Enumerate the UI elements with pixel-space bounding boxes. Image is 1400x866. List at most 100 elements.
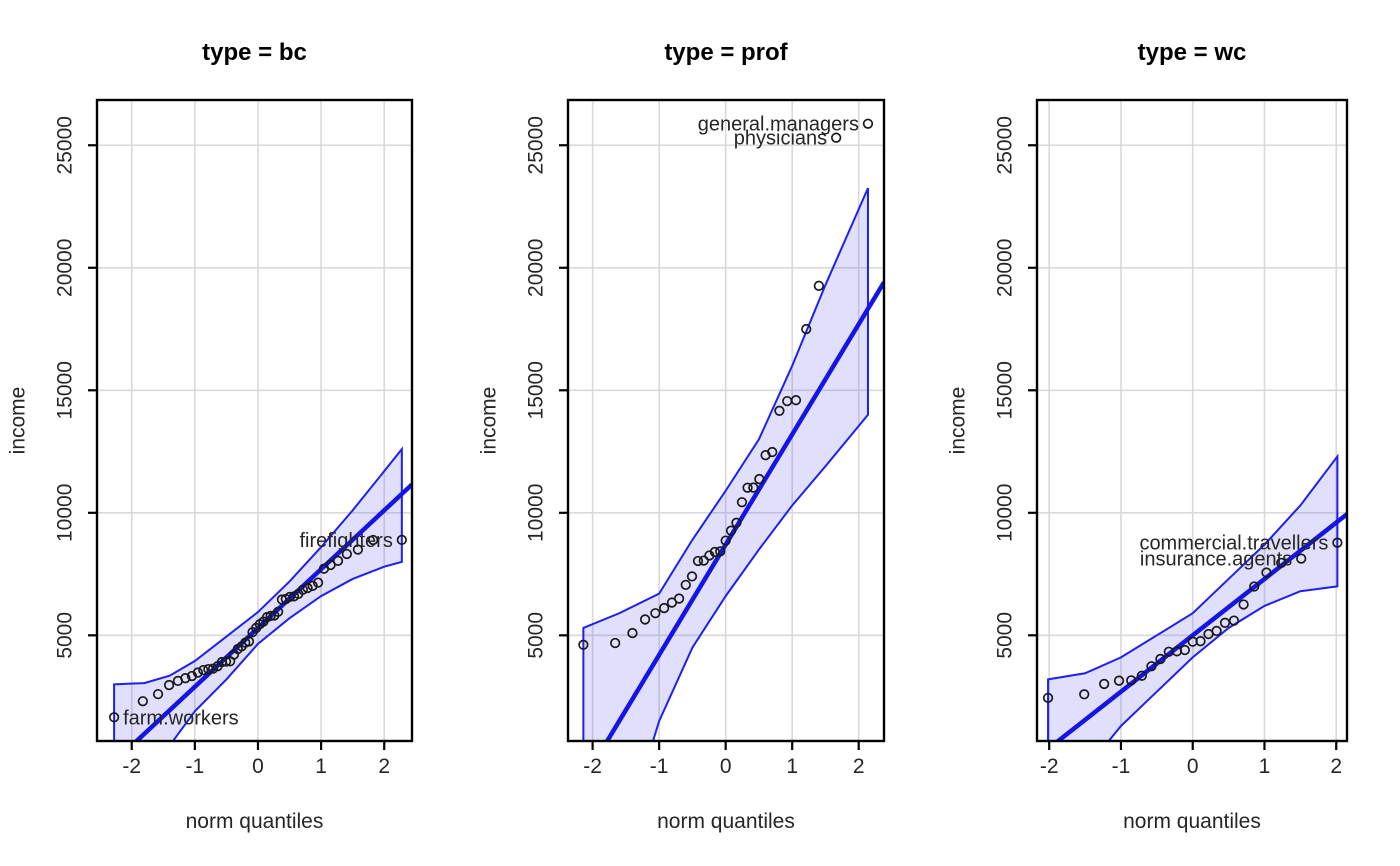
fit-line [1054,512,1347,741]
tick-label: 2 [1330,755,1342,778]
data-point [332,555,344,566]
data-point [1249,581,1260,592]
tick-label: -1 [1112,755,1131,778]
data-point [272,606,284,617]
tick-label: 2 [378,755,390,778]
data-point [220,656,232,667]
data-point [307,580,318,591]
data-point [1146,661,1157,672]
data-point [367,534,379,546]
data-point [1042,692,1054,704]
data-point [709,546,721,558]
confidence-band [582,187,869,741]
tick-label: 25000 [524,116,547,174]
data-point [801,323,812,335]
data-point [1099,678,1110,690]
data-point [1261,567,1272,578]
data-point [767,446,778,458]
data-point [352,544,364,555]
data-point [1228,615,1240,626]
data-point [627,627,638,639]
data-point [137,696,148,707]
tick-label: -2 [122,755,141,778]
tick-label: 20000 [993,239,1016,297]
data-point [698,555,709,566]
data-point [658,602,670,614]
data-point [1276,557,1287,569]
tick-label: 10000 [524,484,547,542]
tick-label: 5000 [524,612,547,659]
y-axis-label: income [477,387,500,455]
data-point [1332,537,1343,548]
tick-label: 1 [1259,755,1271,778]
tick-label: 15000 [993,361,1016,419]
data-point [862,118,874,129]
point-label: general.managers [698,114,859,136]
data-point [680,579,691,591]
tick-label: 1 [315,755,327,778]
data-point [297,584,309,595]
y-axis-label: income [946,387,969,455]
tick-label: 15000 [53,361,76,419]
data-point [1195,636,1206,647]
data-point [754,473,765,485]
point-label: insurance.agents [1140,549,1292,571]
y-axis-label: income [6,387,29,455]
data-point [774,405,785,416]
data-point [720,535,731,546]
data-point [731,517,742,528]
data-point [639,614,651,625]
data-point [1126,675,1137,686]
data-point [192,667,204,678]
data-point [1219,617,1231,628]
data-point [396,534,407,546]
data-point [748,482,759,493]
data-point [790,395,802,406]
data-point [831,132,842,143]
data-point [686,571,698,582]
x-axis-label: norm quantiles [1123,810,1261,833]
data-point [1136,670,1147,681]
tick-label: 15000 [524,361,547,419]
panel-border [95,98,414,743]
point-label: physicians [734,128,827,150]
data-point [673,593,685,604]
tick-label: 2 [853,755,865,778]
data-point [341,548,353,560]
data-point [203,663,214,675]
data-point [1179,644,1191,656]
panel-title: type = wc [1138,39,1247,66]
data-point [180,673,191,684]
panel-title: type = prof [664,39,788,66]
confidence-band [113,446,403,741]
data-point [725,525,737,536]
data-point [325,559,336,571]
data-point [1211,625,1222,637]
tick-label: 1 [786,755,798,778]
tick-label: 0 [252,755,264,778]
data-point [742,482,753,493]
data-point [692,555,704,567]
data-point [1155,653,1166,665]
data-point [1238,599,1249,610]
data-point [1079,689,1090,700]
data-point [736,497,748,508]
point-label: firefighters [299,530,392,552]
confidence-band [1047,453,1339,741]
tick-label: 25000 [53,116,76,174]
data-point [243,636,255,647]
data-point [108,712,120,723]
tick-label: 5000 [53,612,76,659]
tick-label: -1 [186,755,205,778]
x-axis-label: norm quantiles [186,810,324,833]
tick-label: -1 [650,755,669,778]
data-point [198,664,209,676]
data-point [163,679,175,691]
point-label: commercial.travellers [1139,533,1328,555]
panel-title: type = bc [202,39,307,66]
